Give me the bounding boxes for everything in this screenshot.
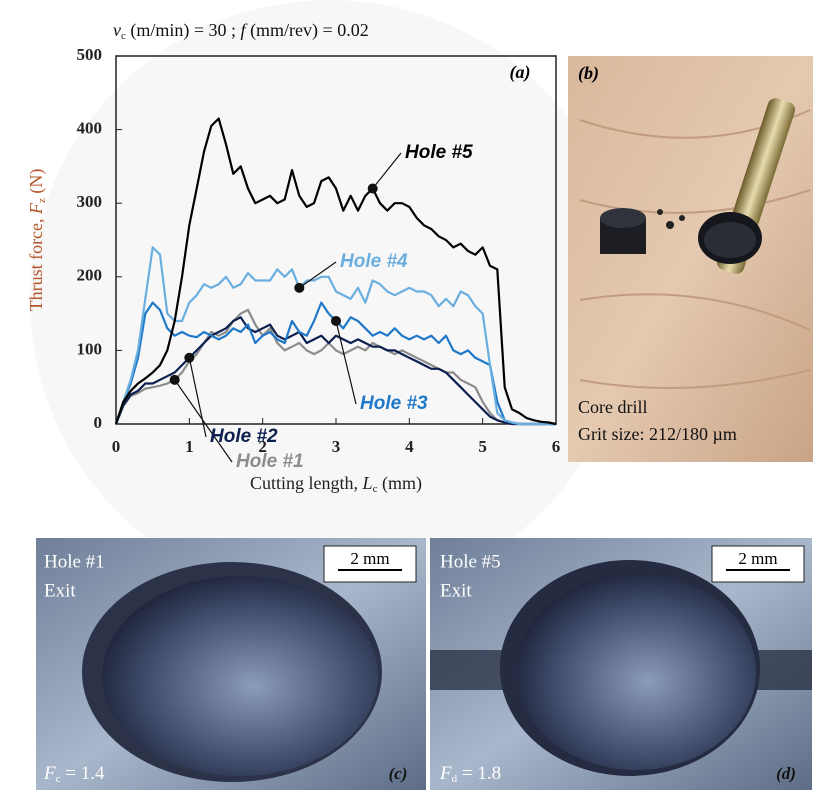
leader-dot	[331, 316, 341, 326]
factor-part: = 1.4	[61, 763, 105, 784]
x-tick-label: 0	[112, 437, 121, 456]
series-label: Hole #1	[236, 451, 304, 472]
drilled-hole	[102, 576, 378, 776]
drill-face	[704, 222, 756, 258]
watermark	[30, 0, 630, 600]
photo-c: 2 mm Hole #1 Exit Fc = 1.4 (c)	[36, 538, 426, 790]
y-axis-label: Thrust force, Fz (N)	[26, 169, 47, 312]
x-tick-label: 6	[552, 437, 561, 456]
debris	[679, 215, 685, 221]
chart-subtitle: vc (m/min) = 30 ; f (mm/rev) = 0.02	[113, 20, 369, 41]
drilled-hole	[516, 574, 756, 770]
series-label: Hole #2	[210, 426, 278, 447]
factor-part: F	[43, 763, 56, 784]
x-axis-label: Cutting length, Lc (mm)	[250, 473, 422, 494]
panel-label: (b)	[578, 63, 599, 84]
debris	[657, 209, 663, 215]
factor-part: = 1.8	[457, 763, 501, 784]
hole-label: Hole #1	[44, 551, 105, 572]
panel-label: (d)	[776, 764, 796, 783]
xlabel-part: Cutting length,	[250, 473, 363, 493]
photo-b: (b) Core drill Grit size: 212/180 µm	[568, 56, 813, 462]
y-tick-label: 200	[77, 266, 103, 285]
series-label: Hole #3	[360, 393, 428, 414]
panel-label: (c)	[389, 764, 408, 783]
photo-caption: Core drill	[578, 397, 648, 417]
photo-d: 2 mm Hole #5 Exit Fd = 1.8 (d)	[430, 538, 812, 790]
factor-label: Fc = 1.4	[43, 763, 105, 784]
ylabel-part: Thrust force,	[26, 214, 46, 311]
x-tick-label: 5	[478, 437, 487, 456]
x-tick-label: 3	[332, 437, 341, 456]
leader-dot	[368, 183, 378, 193]
y-tick-label: 500	[77, 45, 103, 64]
y-tick-label: 0	[94, 413, 103, 432]
x-tick-label: 4	[405, 437, 414, 456]
factor-part: F	[439, 763, 452, 784]
ylabel-part: (N)	[26, 169, 47, 199]
xlabel-part: (mm)	[377, 473, 422, 494]
y-tick-label: 100	[77, 339, 103, 358]
scale-label: 2 mm	[738, 549, 777, 568]
xlabel-part: L	[362, 473, 373, 493]
photo-caption: Grit size: 212/180 µm	[578, 424, 737, 444]
y-tick-label: 300	[77, 192, 103, 211]
x-tick-label: 1	[185, 437, 194, 456]
side-label: Exit	[440, 580, 472, 601]
subtitle-part: (m/min) = 30 ;	[126, 20, 241, 41]
side-label: Exit	[44, 580, 76, 601]
hole-label: Hole #5	[440, 551, 501, 572]
leader-dot	[170, 375, 180, 385]
leader-dot	[184, 353, 194, 363]
core-top	[600, 208, 646, 228]
factor-label: Fd = 1.8	[439, 763, 501, 784]
subtitle-part: v	[113, 20, 121, 40]
leader-dot	[294, 283, 304, 293]
series-label: Hole #4	[340, 251, 408, 272]
figure: vc (m/min) = 30 ; f (mm/rev) = 0.02 (a) …	[0, 0, 827, 807]
panel-label: (a)	[510, 62, 531, 83]
scale-label: 2 mm	[350, 549, 389, 568]
debris	[666, 221, 674, 229]
y-tick-label: 400	[77, 119, 103, 138]
series-label: Hole #5	[405, 142, 473, 163]
subtitle-part: (mm/rev) = 0.02	[246, 20, 369, 41]
